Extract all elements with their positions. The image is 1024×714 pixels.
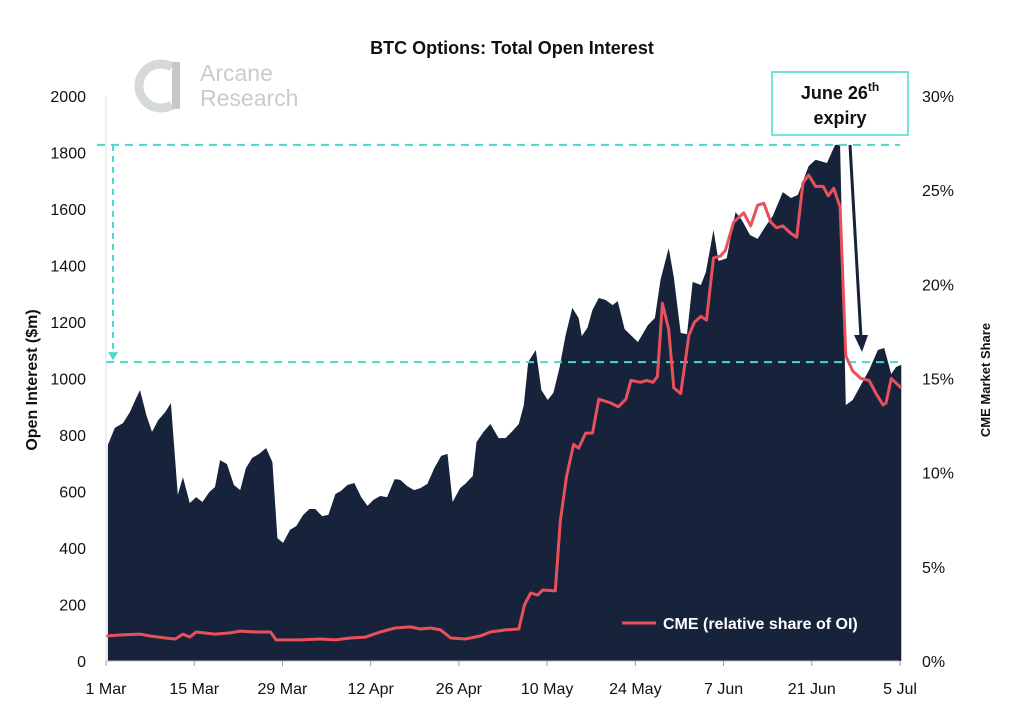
y-tick-label: 400 (59, 541, 86, 558)
x-tick-label: 10 May (521, 681, 573, 698)
y2-tick-label: 5% (922, 560, 945, 577)
logo-mark-stem (172, 62, 180, 109)
logo-mark-icon (134, 59, 175, 113)
y-tick-label: 0 (77, 654, 86, 671)
x-tick-label: 7 Jun (704, 681, 743, 698)
x-tick-label: 1 Mar (86, 681, 128, 698)
y2-tick-label: 30% (922, 89, 954, 106)
x-tick-label: 15 Mar (169, 681, 219, 698)
y2-axis-label: CME Market Share (978, 323, 993, 437)
y2-tick-label: 10% (922, 466, 954, 483)
expiry-annotation: June 26th expiry (771, 71, 909, 136)
legend: CME (relative share of OI) (622, 616, 858, 633)
x-tick-label: 21 Jun (788, 681, 836, 698)
y-tick-label: 800 (59, 428, 86, 445)
expiry-annotation-box (771, 71, 909, 136)
x-tick-label: 26 Apr (436, 681, 483, 698)
y-tick-label: 1000 (50, 372, 86, 389)
y-tick-label: 600 (59, 485, 86, 502)
y-tick-label: 1800 (50, 146, 86, 163)
y-tick-label: 2000 (50, 89, 86, 106)
y-tick-label: 1600 (50, 202, 86, 219)
y-tick-label: 1200 (50, 315, 86, 332)
expiry-arrow-line (848, 144, 863, 339)
open-interest-area (107, 144, 902, 661)
y-tick-label: 200 (59, 598, 86, 615)
y-axis-label: Open Interest ($m) (24, 309, 41, 450)
drop-arrow-head-icon (108, 352, 118, 361)
y2-tick-label: 25% (922, 183, 954, 200)
expiry-annotation-line2: expiry (813, 108, 866, 128)
y-tick-label: 1400 (50, 259, 86, 276)
chart-title: BTC Options: Total Open Interest (370, 38, 654, 58)
expiry-annotation-line1: June 26th (801, 80, 879, 103)
logo: Arcane Research (134, 59, 298, 113)
logo-text-line2: Research (200, 85, 298, 111)
expiry-date-text: June 26 (801, 83, 868, 103)
y2-tick-label: 20% (922, 277, 954, 294)
x-tick-label: 29 Mar (258, 681, 308, 698)
cme-share-line (105, 173, 903, 642)
legend-label-cme: CME (relative share of OI) (663, 616, 858, 633)
expiry-date-suffix: th (868, 80, 879, 94)
y2-tick-label: 0% (922, 654, 945, 671)
x-tick-label: 12 Apr (348, 681, 395, 698)
x-tick-label: 24 May (609, 681, 661, 698)
x-tick-label: 5 Jul (883, 681, 917, 698)
expiry-arrow-head-icon (854, 335, 868, 352)
y2-tick-label: 15% (922, 372, 954, 389)
logo-text-line1: Arcane (200, 60, 273, 86)
